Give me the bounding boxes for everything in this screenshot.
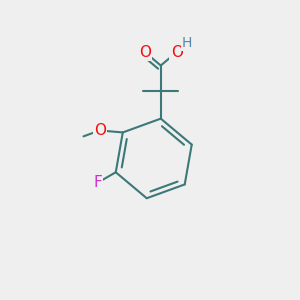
Text: F: F [93, 175, 102, 190]
Text: O: O [171, 45, 183, 60]
Text: O: O [94, 123, 106, 138]
Text: O: O [139, 45, 151, 60]
Text: H: H [182, 36, 192, 50]
